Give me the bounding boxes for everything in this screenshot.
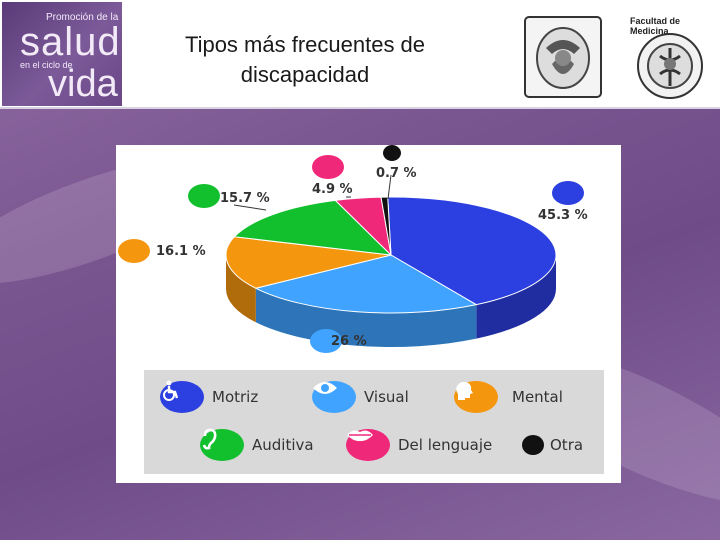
legend-item-motriz: Motriz [160,380,258,414]
pie-wall-mental [226,255,256,323]
legend-label: Mental [512,388,563,406]
ear-icon [200,428,244,461]
unam-crest-icon [524,16,602,98]
pie-slice-motriz [387,196,557,306]
pie-chart: 45.3 % 26 % 16.1 % 15.7 % 4.9 % 0.7 % [118,145,588,353]
legend-item-auditiva: Auditiva [200,428,314,462]
pie-slice-auditiva [233,199,393,256]
data-label-del-lenguaje: 4.9 % [312,182,353,197]
ear-icon [188,184,220,208]
pie-wall-visual [255,288,477,347]
dot-icon [522,435,544,455]
legend-item-otra: Otra [522,428,583,462]
pie-wall-motriz [476,255,556,339]
pie-slice-visual [254,254,478,314]
page-title: Tipos más frecuentes de discapacidad [150,30,460,90]
wheelchair-icon [552,181,584,205]
faculty-medicine-crest-icon [637,33,703,99]
data-label-auditiva: 15.7 % [220,191,270,206]
title-line: Tipos más frecuentes de [184,32,426,57]
head-icon [454,381,498,413]
lips-icon [346,429,390,461]
legend-label: Motriz [212,388,259,406]
legend-item-visual: Visual [312,380,409,414]
promocion-salud-logo: Promoción de la salud en el ciclo de vid… [2,2,122,106]
faculty-label: Facultad de Medicina [630,16,681,36]
legend-label: Otra [550,436,584,454]
title-line: discapacidad [240,62,370,87]
legend-label: Del lenguaje [398,436,493,454]
head-icon [118,239,150,263]
eye-icon [312,381,356,413]
pie-slice-mental [225,236,392,289]
data-label-mental: 16.1 % [156,244,206,259]
pie-side-walls [226,255,556,347]
logo-text: salud [20,20,121,64]
logo-text: Promoción de la [46,12,119,23]
eye-icon [310,329,342,353]
dot-icon [383,145,401,161]
logo-text: en el ciclo de [20,60,73,70]
legend-item-del-lenguaje: Del lenguaje [346,428,492,462]
slide-header: Promoción de la salud en el ciclo de vid… [0,0,720,109]
data-label-visual: 26 % [331,334,367,349]
logo-text: vida [48,63,118,105]
wheelchair-icon [160,380,204,413]
chart-legend: Motriz Visual Mental Auditiva Del lengua… [144,370,604,474]
leader-line [387,174,392,200]
chart-panel: 45.3 % 26 % 16.1 % 15.7 % 4.9 % 0.7 % Motriz … [116,145,621,483]
legend-label: Visual [364,388,409,406]
lips-icon [312,155,344,179]
legend-item-mental: Mental [454,380,563,414]
pie-slice-otra [380,196,392,256]
leader-line [233,204,267,211]
data-label-motriz: 45.3 % [538,208,588,223]
legend-label: Auditiva [252,436,314,454]
data-label-otra: 0.7 % [376,166,417,181]
